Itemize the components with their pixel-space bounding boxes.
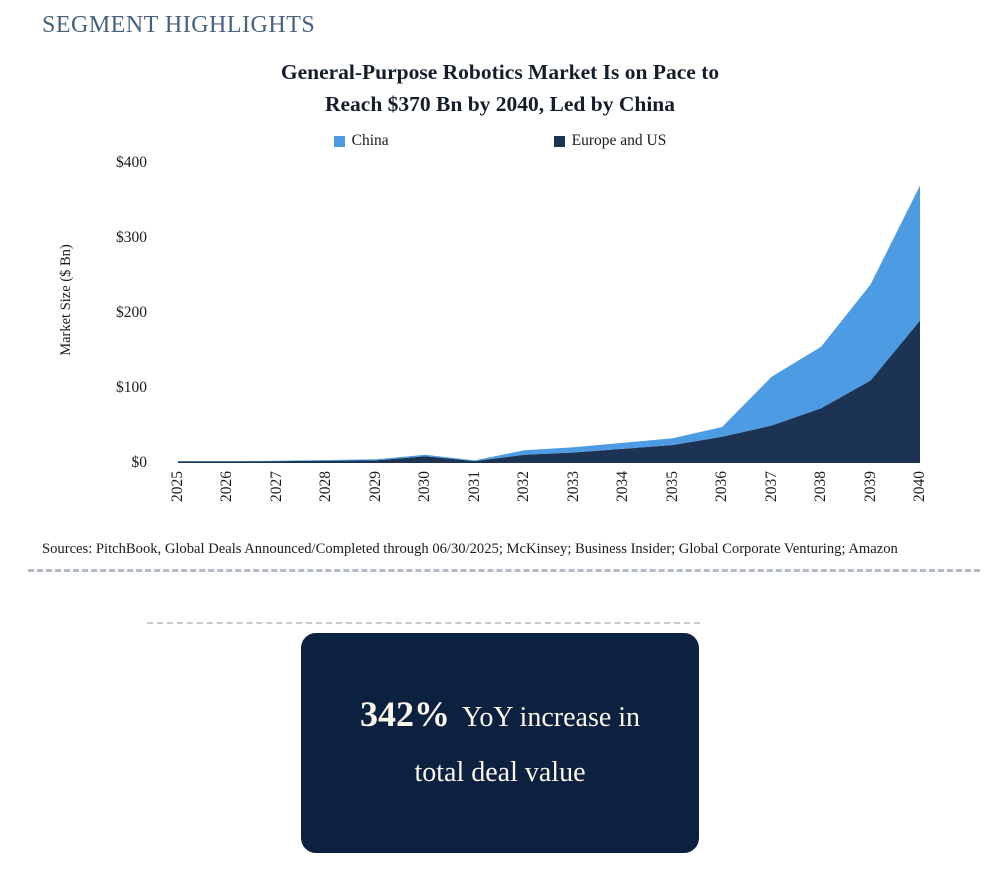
x-axis-tick-label: 2036 [713, 471, 731, 502]
legend-item: Europe and US [553, 132, 667, 150]
legend-item: China [333, 132, 389, 150]
area-series-europe-and-us [178, 320, 920, 463]
stat-value: 342% [359, 693, 450, 734]
stat-line-1: 342% YoY increase in [360, 687, 640, 745]
chart-title-line-2: Reach $370 Bn by 2040, Led by China [324, 92, 676, 116]
x-axis-tick-label: 2037 [762, 471, 780, 502]
page-title: SEGMENT HIGHLIGHTS [42, 12, 316, 38]
sources-note: Sources: PitchBook, Global Deals Announc… [42, 541, 898, 557]
chart-title: General-Purpose Robotics Market Is on Pa… [0, 56, 1000, 120]
stat-line-2: total deal value [414, 756, 586, 788]
y-axis-tick-label: $300 [116, 229, 147, 246]
legend-label: Europe and US [571, 132, 667, 149]
x-axis-tick-label: 2028 [317, 471, 335, 502]
legend-label: China [351, 132, 389, 149]
x-axis-tick-label: 2039 [861, 471, 879, 502]
y-axis-tick-label: $200 [116, 304, 147, 321]
x-axis-tick-label: 2025 [169, 471, 186, 502]
y-axis-tick-label: $100 [116, 379, 147, 396]
cropped-text-artifact [28, 569, 980, 572]
x-axis-tick-label: 2031 [465, 471, 483, 502]
x-axis-tick-label: 2029 [366, 471, 384, 502]
y-axis-title: Market Size ($ Bn) [58, 244, 74, 356]
x-axis-tick-label: 2027 [267, 471, 285, 502]
chart-legend: China Europe and US [0, 132, 1000, 150]
legend-swatch-icon [553, 135, 565, 147]
chart-plot-area [178, 185, 920, 463]
x-axis-tick-label: 2038 [812, 471, 830, 502]
x-axis-tick-label: 2034 [614, 471, 632, 502]
x-axis-tick-label: 2026 [218, 471, 236, 502]
dotted-divider [147, 622, 700, 624]
chart-title-line-1: General-Purpose Robotics Market Is on Pa… [280, 60, 720, 84]
x-axis-tick-label: 2030 [416, 471, 434, 502]
x-axis-tick-label: 2033 [564, 471, 582, 502]
x-axis-tick-label: 2032 [515, 471, 533, 502]
x-axis-tick-label: 2040 [911, 471, 928, 502]
stat-label-1: YoY increase in [461, 701, 641, 733]
stat-card: 342% YoY increase in total deal value [301, 633, 699, 853]
legend-swatch-icon [333, 135, 345, 147]
stacked-area-chart: $400 $300 $200 $100 $0 2025 2026 2027 2028 2029 2… [0, 150, 1000, 550]
x-axis-tick-label: 2035 [663, 471, 681, 502]
y-axis-tick-label: $0 [131, 454, 148, 471]
y-axis-tick-label: $400 [116, 154, 147, 171]
